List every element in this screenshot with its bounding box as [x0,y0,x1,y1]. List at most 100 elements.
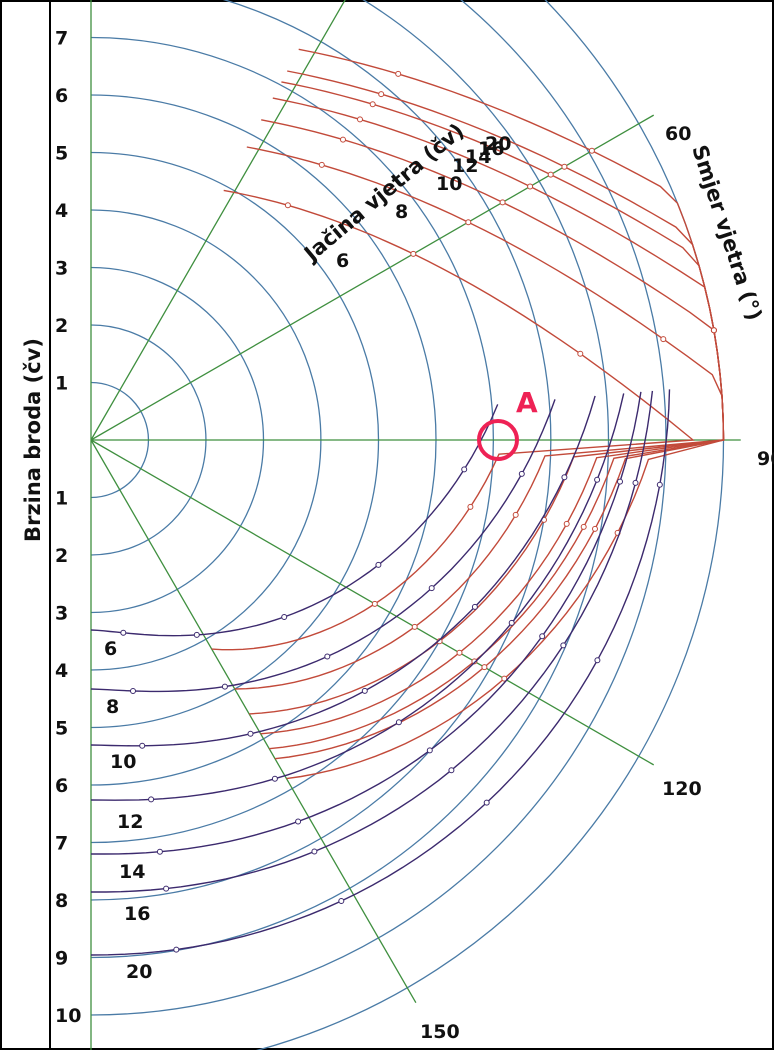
left-tick-label: 7 [55,833,68,855]
angle-tick-label: 120 [662,778,702,800]
upwind-series-label: 8 [395,201,408,223]
upwind-point [471,658,478,665]
radial-line [90,0,346,441]
upwind-point [481,664,488,671]
upwind-point [357,116,363,123]
upwind-point [340,136,346,143]
upwind-point [411,623,418,630]
downwind-point [561,474,568,481]
downwind-point [139,742,146,749]
left-tick-label: 3 [55,603,68,625]
upwind-point [369,101,376,108]
upwind-series-label: 14 [465,146,491,168]
angle-tick-label: 90 [757,448,774,470]
radial-line [90,439,417,1004]
upwind-series-label: 10 [436,173,462,195]
downwind-point [594,476,601,483]
upwind-point [499,199,506,206]
downwind-point [632,479,639,486]
downwind-point [163,885,170,892]
downwind-point [295,818,302,825]
angle-tick-label: 60 [665,123,691,145]
downwind-point [193,631,200,638]
downwind-series-label: 16 [124,903,150,925]
left-tick-label: 6 [55,775,68,797]
upwind-point [371,600,378,607]
downwind-point [148,796,155,803]
downwind-point [539,633,546,640]
upwind-point [395,70,402,77]
upwind-series-label: 16 [478,138,504,160]
downwind-point [471,603,478,610]
left-tick-label: 4 [55,660,68,682]
left-axis-ticks: 7 6 5 4 3 2 1 1 2 3 4 5 6 7 8 9 10 [55,28,81,1028]
downwind-point [594,657,601,664]
left-tick-label: 5 [55,143,68,165]
downwind-point [448,767,455,774]
upwind-point [318,161,325,168]
upwind-point [467,503,474,510]
left-tick-label: 9 [55,948,68,970]
marker-a-circle [477,419,519,461]
downwind-point [508,619,515,626]
downwind-point [361,687,368,694]
left-tick-label: 4 [55,200,68,222]
downwind-point [271,775,278,782]
upwind-curves [211,48,725,780]
downwind-series-label: 14 [119,861,145,883]
left-tick-label: 2 [55,545,68,567]
downwind-point [375,561,382,568]
upwind-point [577,350,584,357]
upwind-point [592,525,598,532]
downwind-point [311,848,318,855]
left-tick-label: 1 [55,373,68,395]
downwind-point [560,642,567,649]
upwind-point [501,675,508,682]
downwind-point [426,747,433,754]
upwind-curve [211,189,695,651]
downwind-curves [90,389,671,956]
upwind-point [547,171,554,178]
left-tick-label: 6 [55,85,68,107]
marker-a-label: A [516,386,538,419]
upwind-point [527,183,534,190]
upwind-point [284,202,291,209]
radial-lines [90,0,741,1055]
left-tick-label: 8 [55,890,68,912]
left-axis-title: Brzina broda (čv) [21,338,45,542]
upwind-point [512,511,519,518]
downwind-point [518,470,525,477]
downwind-point [656,481,663,488]
angle-tick-labels: 60 90 120 150 [420,123,774,1043]
upwind-series-label: 12 [452,155,478,177]
upwind-point [410,250,417,257]
downwind-point [338,898,345,904]
upwind-point [580,523,587,530]
downwind-point [324,653,331,660]
downwind-point [120,629,127,636]
downwind-series-label: 20 [126,961,152,983]
upwind-point [465,219,472,226]
left-tick-label: 10 [55,1005,81,1027]
radial-line [90,114,655,441]
left-tick-label: 1 [55,488,68,510]
left-tick-label: 2 [55,315,68,337]
upwind-series-label: 6 [336,250,349,272]
downwind-point [461,466,468,473]
upwind-point [378,91,385,98]
downwind-series-label: 12 [117,811,143,833]
upwind-point [456,649,463,656]
downwind-point [173,946,180,953]
upwind-point [588,147,595,154]
downwind-point [247,730,254,737]
upwind-curve [286,48,725,780]
left-tick-label: 3 [55,258,68,280]
left-tick-label: 7 [55,28,68,50]
downwind-point [428,585,435,592]
upwind-point [561,163,568,170]
downwind-series-label: 8 [106,696,119,718]
upwind-point [563,520,570,527]
downwind-point [130,688,136,694]
